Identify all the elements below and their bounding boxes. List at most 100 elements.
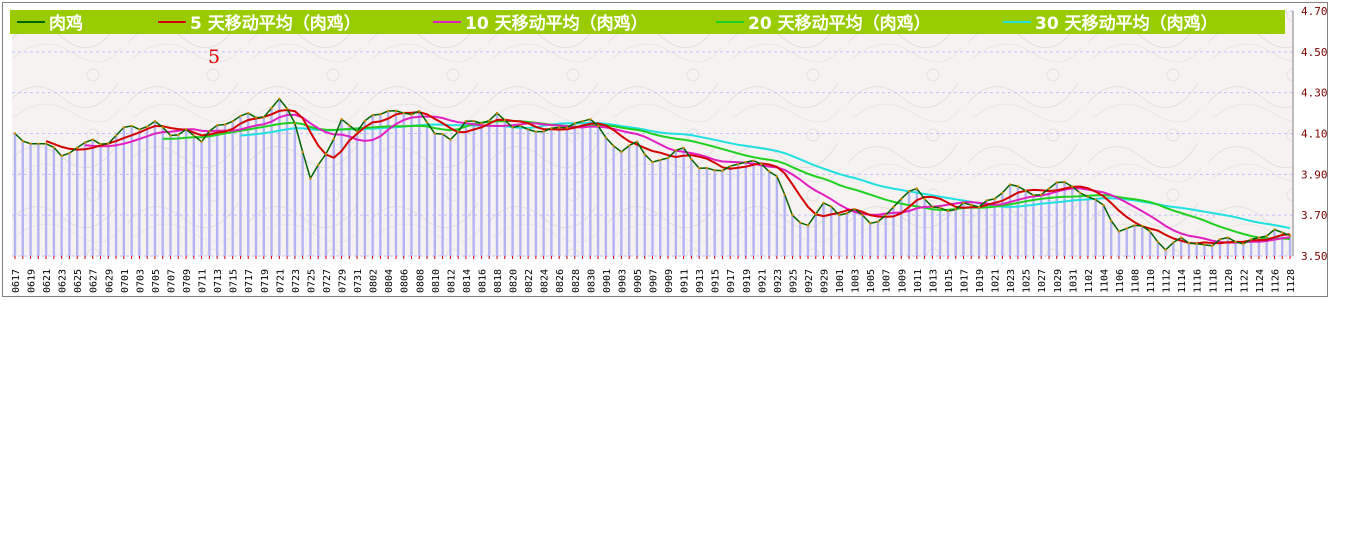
price-point <box>814 212 817 216</box>
volume-bar <box>1117 231 1121 256</box>
volume-bar <box>480 123 483 257</box>
volume-bar <box>814 214 817 256</box>
price-point <box>643 153 646 156</box>
x-tick-label: 0725 <box>306 269 317 293</box>
marker-label: 5 <box>208 46 220 68</box>
volume-bar <box>177 134 180 256</box>
legend: 肉鸡 5 天移动平均（肉鸡） 10 天移动平均（肉鸡） 20 天移动平均（肉鸡） 30 … <box>10 10 1285 34</box>
x-tick-label: 0729 <box>338 269 349 293</box>
volume-bar <box>907 191 911 256</box>
price-point <box>565 126 569 129</box>
x-tick-label: 0830 <box>586 269 597 293</box>
volume-bar <box>651 162 654 256</box>
price-point <box>1078 191 1082 195</box>
volume-bar <box>775 176 779 256</box>
volume-bar <box>37 143 40 256</box>
price-point <box>1001 191 1004 195</box>
volume-bar <box>68 153 71 256</box>
price-point <box>285 107 289 110</box>
volume-bar <box>340 119 343 256</box>
x-tick-label: 0824 <box>540 269 551 293</box>
volume-bar <box>534 131 538 256</box>
x-tick-label: 0705 <box>151 269 162 293</box>
volume-bar <box>169 135 172 256</box>
y-tick-label: 4.30 <box>1301 87 1328 100</box>
price-point <box>153 120 157 123</box>
volume-bar <box>682 147 685 256</box>
price-point <box>138 128 141 131</box>
volume-bar <box>231 121 234 256</box>
x-tick-label: 1001 <box>835 269 846 293</box>
volume-bar <box>44 143 48 256</box>
price-point <box>1141 224 1144 228</box>
x-tick-label: 0804 <box>384 269 395 293</box>
price-point <box>705 166 709 170</box>
price-point <box>488 119 491 122</box>
price-point <box>1164 248 1167 252</box>
price-point <box>99 142 102 146</box>
price-point <box>21 139 24 143</box>
price-point <box>348 124 351 127</box>
x-tick-label: 0808 <box>415 269 426 293</box>
price-point <box>332 137 335 141</box>
price-point <box>1265 234 1268 238</box>
volume-bar <box>589 119 592 256</box>
price-point <box>254 116 258 119</box>
volume-bar <box>200 141 203 256</box>
y-tick-label: 4.70 <box>1301 5 1328 18</box>
volume-bar <box>1234 241 1237 256</box>
price-point <box>1203 243 1206 246</box>
volume-bar <box>985 200 988 256</box>
x-tick-label: 0814 <box>462 269 473 293</box>
price-point <box>1008 183 1012 186</box>
volume-bar <box>247 113 250 256</box>
volume-bar <box>1008 184 1012 256</box>
price-point <box>239 114 242 118</box>
volume-bar <box>604 137 608 256</box>
price-point <box>962 201 965 205</box>
legend-entry: 20 天移动平均（肉鸡） <box>748 13 931 34</box>
x-tick-label: 1029 <box>1053 269 1064 293</box>
volume-bar <box>29 143 32 256</box>
volume-bar <box>643 154 646 256</box>
volume-bar <box>52 147 56 256</box>
price-point <box>503 119 506 122</box>
volume-bar <box>309 178 312 256</box>
volume-bar <box>130 125 133 256</box>
x-tick-label: 0711 <box>198 269 209 293</box>
legend-entry: 10 天移动平均（肉鸡） <box>465 13 648 34</box>
x-tick-label: 0929 <box>820 269 831 293</box>
price-point <box>1179 236 1183 239</box>
x-tick-label: 1009 <box>897 269 908 293</box>
volume-bar <box>861 214 864 256</box>
price-point <box>122 126 126 129</box>
volume-bar <box>1203 244 1206 256</box>
price-point <box>114 134 118 137</box>
x-tick-label: 1114 <box>1177 269 1188 293</box>
price-point <box>1117 230 1121 233</box>
x-tick-label: 1023 <box>1006 269 1017 293</box>
x-tick-label: 1112 <box>1162 269 1173 293</box>
volume-bar <box>799 222 802 256</box>
volume-bar <box>1179 237 1183 256</box>
volume-bar <box>1156 241 1160 256</box>
volume-bar <box>565 127 569 257</box>
volume-bar <box>1187 243 1191 256</box>
x-tick-label: 0802 <box>369 269 380 293</box>
x-tick-label: 1106 <box>1115 269 1126 293</box>
price-point <box>892 205 895 209</box>
price-point <box>635 140 639 143</box>
volume-bar <box>931 207 934 256</box>
price-point <box>1063 180 1066 184</box>
price-point <box>923 197 926 201</box>
price-point <box>1172 241 1175 244</box>
volume-bar <box>348 125 351 256</box>
price-point <box>620 150 623 154</box>
x-tick-label: 0816 <box>478 269 489 293</box>
volume-bar <box>1226 237 1230 256</box>
volume-bar <box>542 131 545 256</box>
x-tick-label: 1122 <box>1239 269 1250 293</box>
x-tick-label: 1120 <box>1224 269 1235 293</box>
volume-bar <box>488 120 491 256</box>
price-point <box>822 201 825 205</box>
